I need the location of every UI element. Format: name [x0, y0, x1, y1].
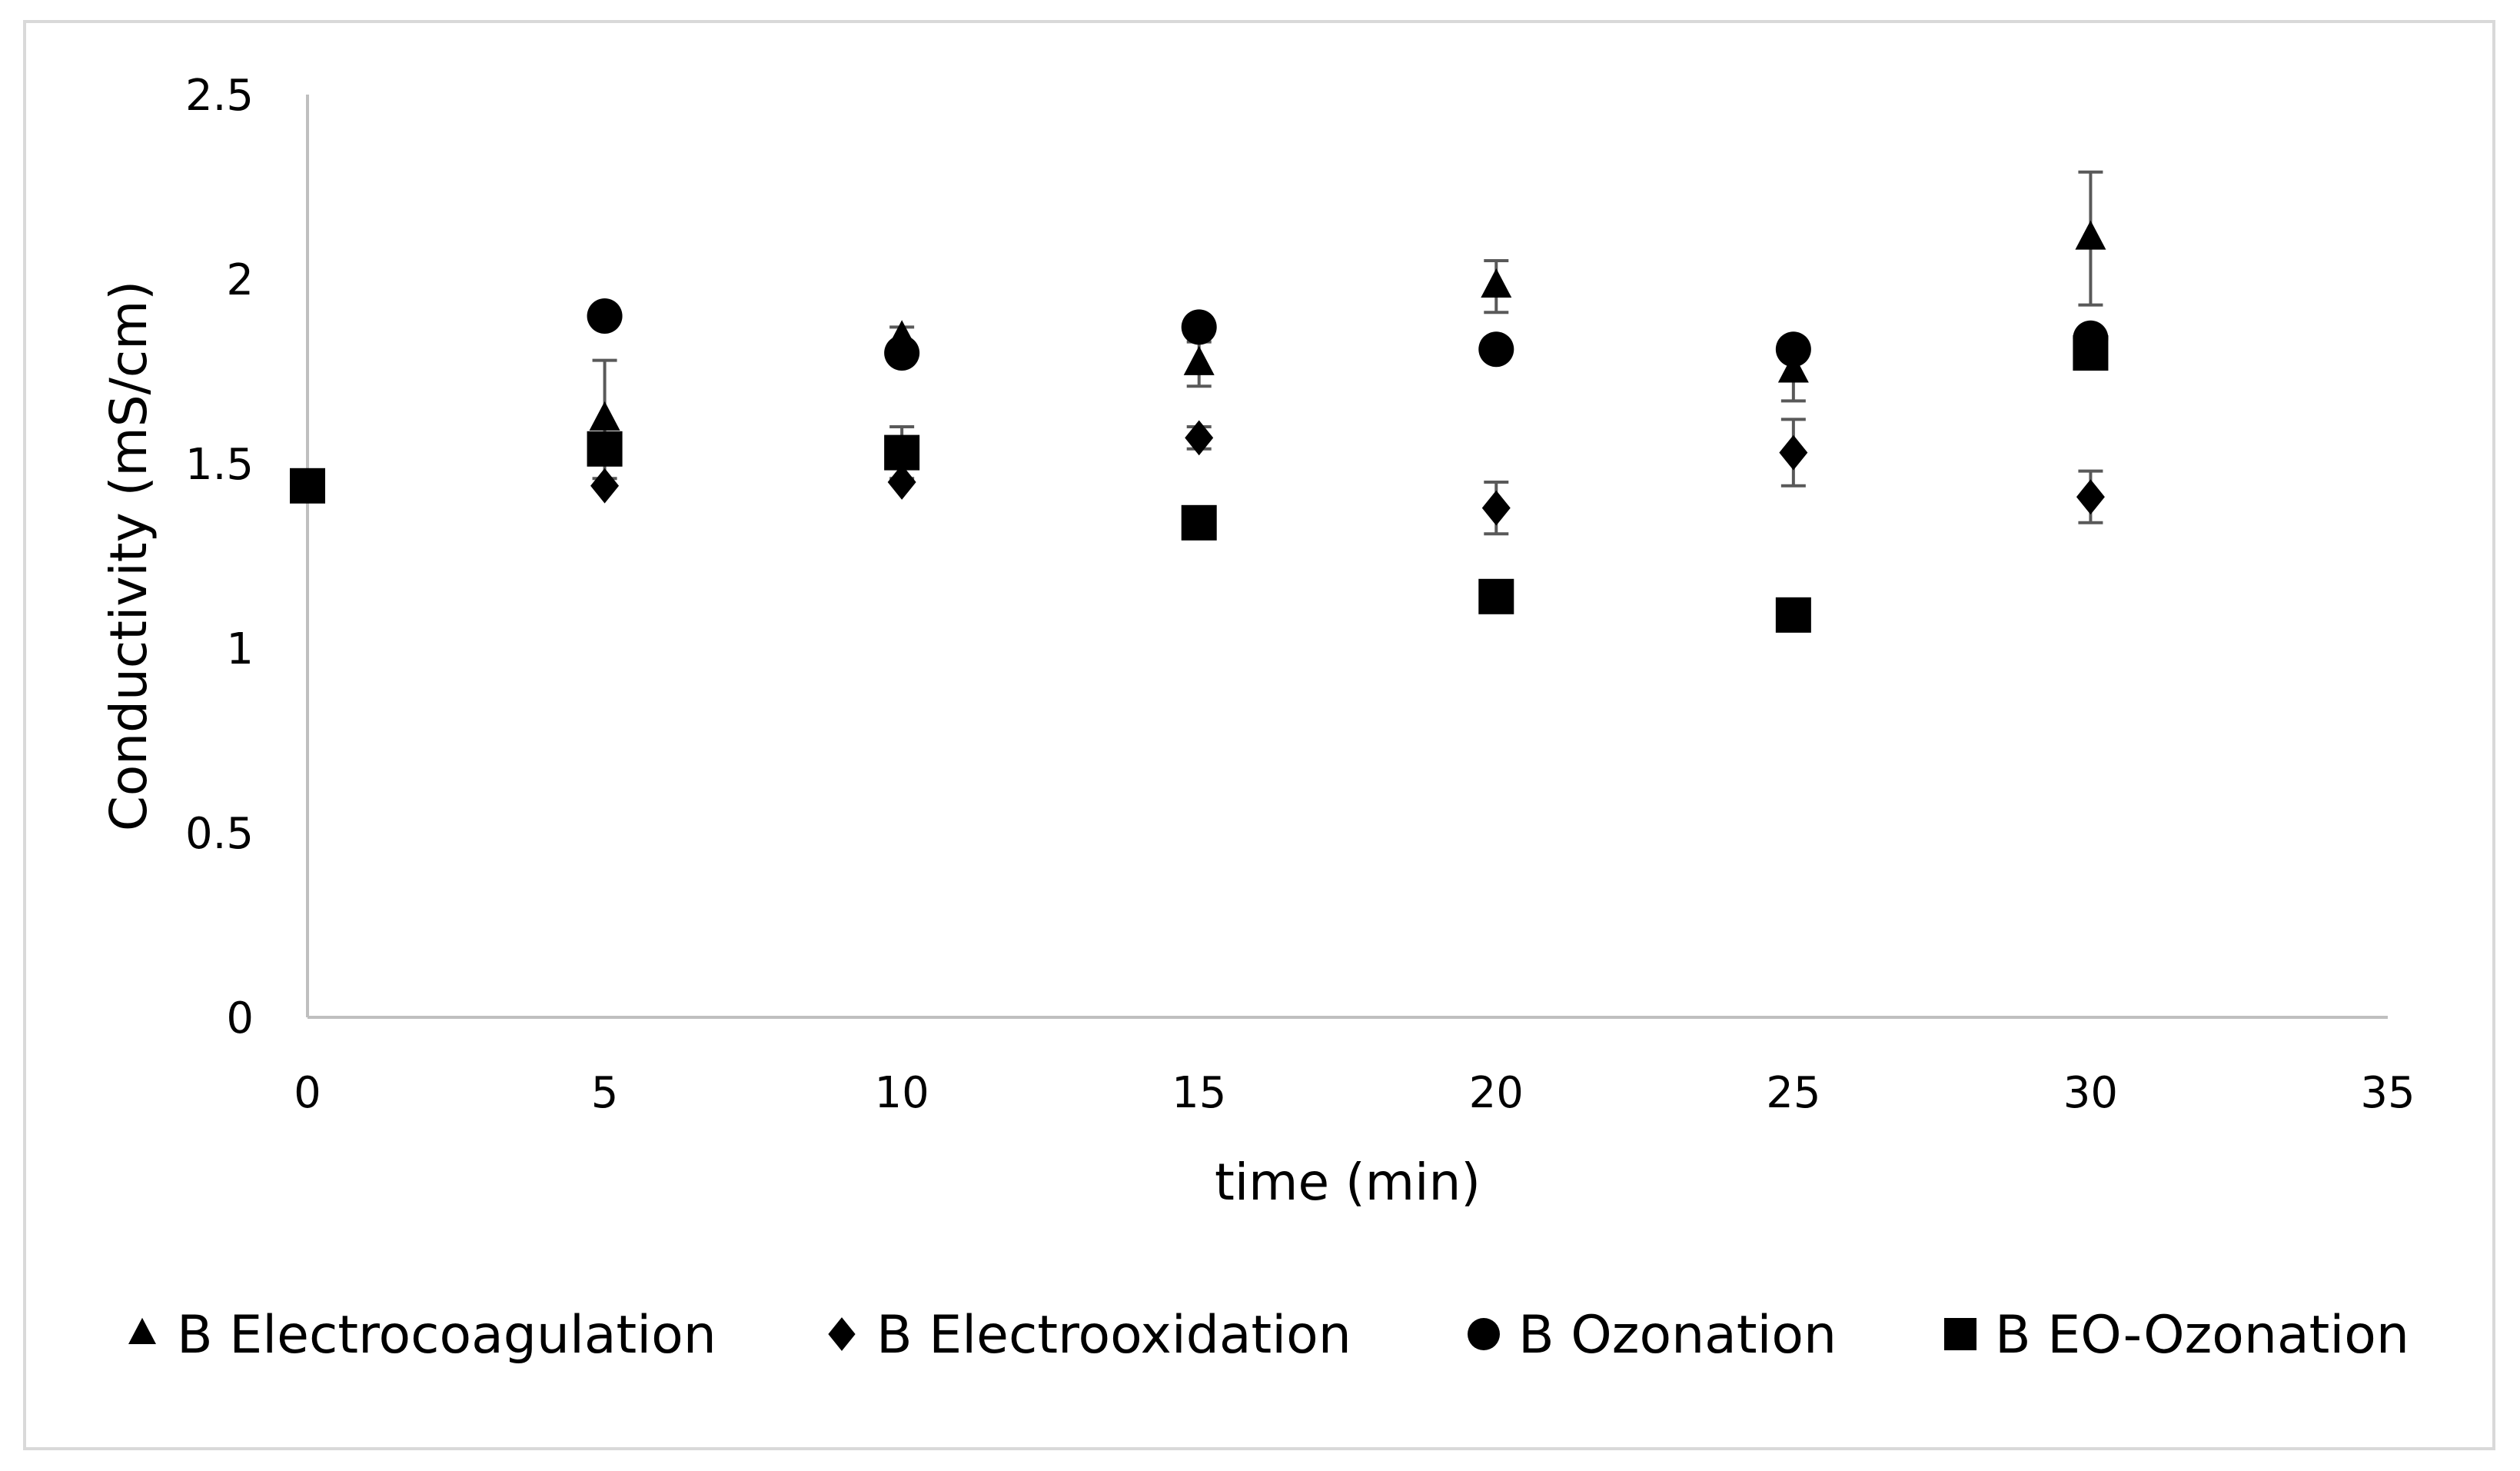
- y-tick-label: 1: [226, 624, 254, 674]
- x-tick-label: 35: [2360, 1068, 2415, 1118]
- y-tick-label: 0: [226, 993, 254, 1043]
- data-point-square: [587, 431, 623, 467]
- data-point-square: [884, 434, 920, 471]
- chart-frame: [23, 20, 2495, 1450]
- legend-label: B Ozonation: [1518, 1305, 1837, 1366]
- data-point-square: [2073, 335, 2109, 371]
- x-tick-label: 20: [1469, 1068, 1524, 1118]
- data-point-square: [1478, 578, 1514, 614]
- legend-marker-circle: [1468, 1318, 1500, 1350]
- x-tick-label: 15: [1172, 1068, 1226, 1118]
- y-tick-label: 2: [226, 255, 254, 305]
- data-point-circle: [1775, 331, 1811, 368]
- y-tick-label: 2.5: [185, 71, 254, 121]
- x-tick-label: 25: [1766, 1068, 1820, 1118]
- data-markers: [290, 220, 2109, 633]
- data-point-circle: [884, 335, 920, 371]
- data-point-triangle: [1183, 345, 1215, 375]
- error-bars: [592, 170, 2103, 613]
- y-axis-title: Conductivity (mS/cm): [99, 281, 158, 831]
- legend: B Electrocoagulation B Electrooxidation B …: [128, 1305, 2409, 1366]
- legend-label: B Electrooxidation: [876, 1305, 1351, 1366]
- data-point-diamond: [1185, 420, 1214, 456]
- x-tick-labels: 0 5 10 15 20 25 30 35: [294, 1068, 2415, 1118]
- y-tick-labels: 0 0.5 1 1.5 2 2.5: [185, 71, 254, 1043]
- data-point-circle: [1478, 331, 1514, 368]
- data-point-diamond: [887, 464, 916, 500]
- y-tick-label: 0.5: [185, 809, 254, 859]
- data-point-circle: [587, 298, 623, 334]
- data-point-triangle: [1777, 353, 1809, 383]
- data-point-diamond: [1481, 490, 1511, 526]
- legend-label: B EO-Ozonation: [1995, 1305, 2409, 1366]
- x-tick-label: 30: [2063, 1068, 2118, 1118]
- y-tick-label: 1.5: [185, 440, 254, 490]
- data-point-diamond: [1779, 434, 1808, 471]
- data-point-diamond: [590, 468, 620, 504]
- data-point-triangle: [2075, 220, 2106, 250]
- x-tick-label: 0: [294, 1068, 321, 1118]
- data-point-diamond: [2076, 479, 2105, 515]
- legend-label: B Electrocoagulation: [177, 1305, 716, 1366]
- data-point-square: [1181, 504, 1217, 541]
- legend-marker-diamond: [828, 1317, 856, 1351]
- data-point-triangle: [1481, 268, 1512, 298]
- data-point-triangle: [589, 401, 620, 431]
- legend-marker-triangle: [128, 1317, 156, 1344]
- legend-marker-square: [1944, 1318, 1976, 1350]
- x-tick-label: 10: [875, 1068, 929, 1118]
- data-point-circle: [1181, 309, 1217, 345]
- data-point-square: [290, 468, 325, 504]
- x-tick-label: 5: [591, 1068, 619, 1118]
- x-axis-title: time (min): [1215, 1153, 1481, 1212]
- data-point-square: [1775, 597, 1811, 633]
